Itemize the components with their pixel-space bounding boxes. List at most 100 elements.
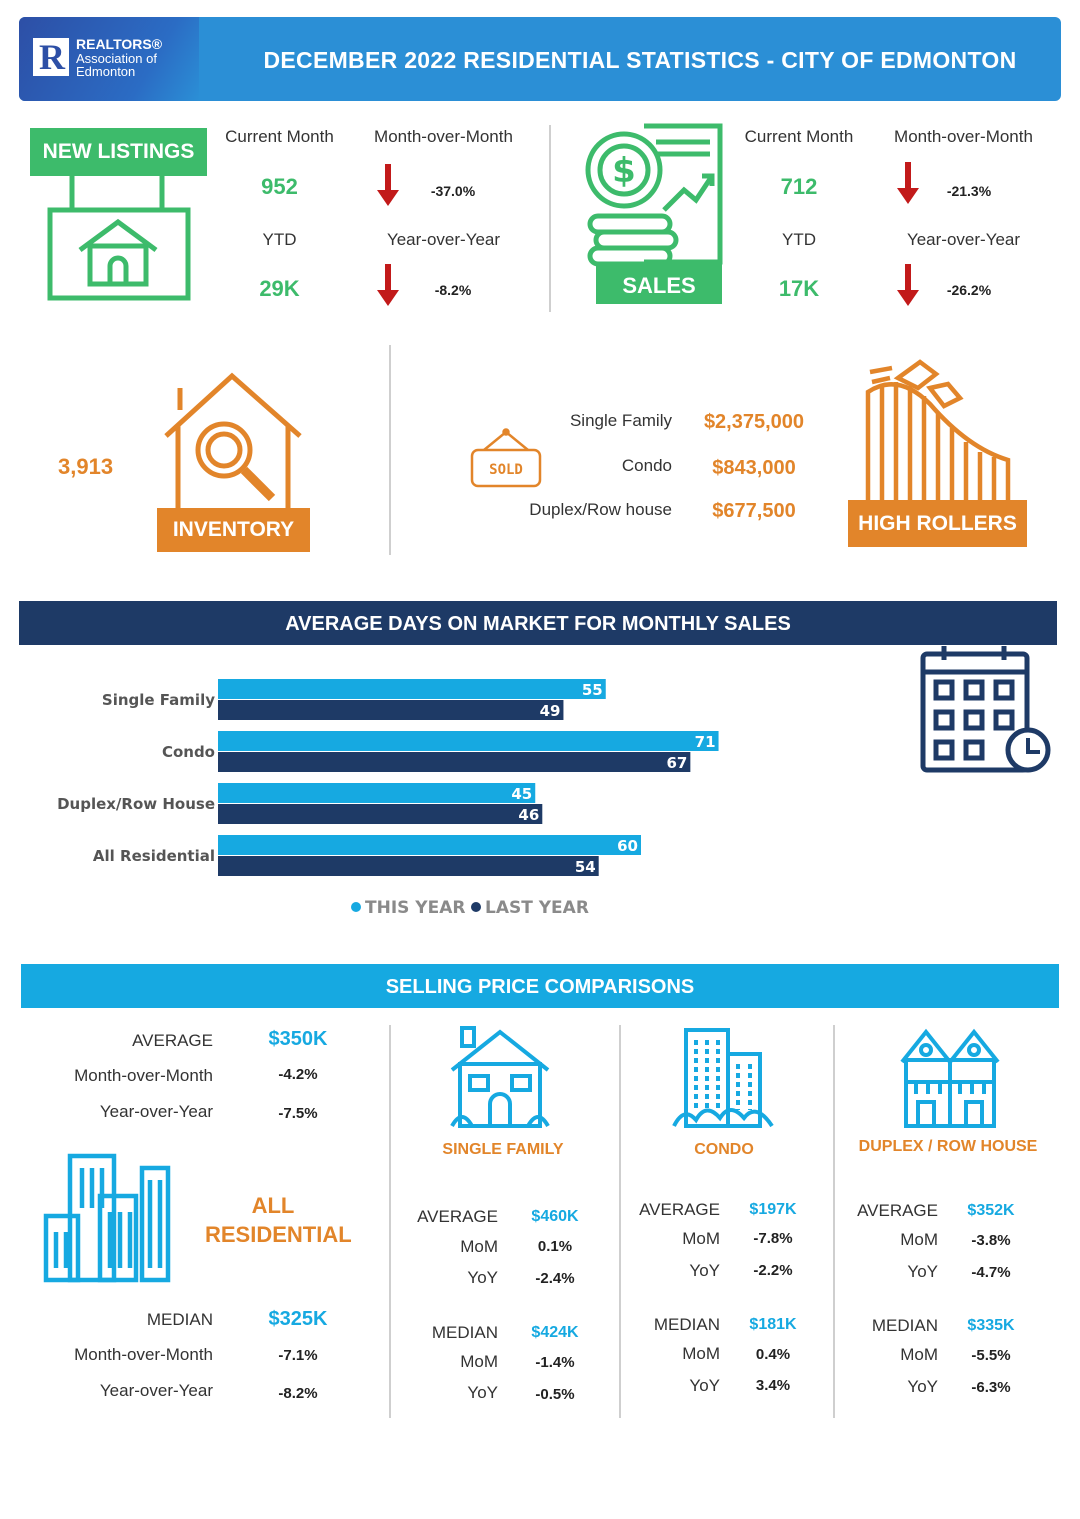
days-on-market-title: AVERAGE DAYS ON MARKET FOR MONTHLY SALES xyxy=(19,601,1057,645)
hr-price-1: $843,000 xyxy=(712,457,796,479)
ar-med-mom-label: Month-over-Month xyxy=(74,1345,213,1364)
single-family-label: SINGLE FAMILY xyxy=(442,1141,564,1158)
condo-median-label: MEDIAN xyxy=(653,1315,720,1334)
duplex-med-mom-value: -5.5% xyxy=(971,1347,1011,1364)
ar-avg-yoy-label: Year-over-Year xyxy=(99,1102,213,1121)
sf-avg-yoy-label: YoY xyxy=(467,1268,498,1287)
duplex-med-yoy-value: -6.3% xyxy=(971,1379,1011,1396)
legend-marker xyxy=(351,902,361,912)
svg-text:$: $ xyxy=(612,151,636,191)
sold-sign-text: SOLD xyxy=(489,462,523,478)
sf-median-value: $424K xyxy=(531,1324,579,1341)
condo-label: CONDO xyxy=(694,1141,754,1158)
bar-value-label: 46 xyxy=(518,806,539,824)
condo-avg-yoy-label: YoY xyxy=(689,1261,720,1280)
bar-value-label: 67 xyxy=(666,754,687,772)
sold-sign-icon xyxy=(470,428,542,488)
down-arrow-icon xyxy=(897,264,919,306)
condo-avg-mom-label: MoM xyxy=(682,1229,720,1248)
ar-label-line1: ALL xyxy=(251,1193,295,1218)
condo-tower-icon xyxy=(672,1028,774,1128)
inventory-label: INVENTORY xyxy=(157,508,310,552)
bar-this-year xyxy=(218,783,536,803)
duplex-avg-mom-label: MoM xyxy=(900,1230,938,1249)
divider xyxy=(619,1025,621,1418)
city-buildings-icon xyxy=(43,1153,171,1283)
new-listings-sign-icon xyxy=(30,128,207,301)
nl-ytd-value: 29K xyxy=(259,276,300,301)
sf-med-mom-label: MoM xyxy=(460,1352,498,1371)
logo-line2: Association of xyxy=(76,51,157,66)
duplex-label: DUPLEX / ROW HOUSE xyxy=(858,1138,1038,1155)
nl-current-month-value: 952 xyxy=(261,174,298,199)
ar-avg-mom-value: -4.2% xyxy=(278,1066,318,1083)
ar-med-yoy-value: -8.2% xyxy=(278,1385,318,1402)
bar-last-year xyxy=(218,804,543,824)
condo-avg-mom-value: -7.8% xyxy=(753,1230,793,1247)
duplex-average-value: $352K xyxy=(967,1202,1015,1219)
legend-label: THIS YEAR xyxy=(365,898,465,918)
duplex-median-label: MEDIAN xyxy=(871,1316,938,1335)
divider xyxy=(833,1025,835,1418)
logo-line3: Edmonton xyxy=(76,64,136,79)
sf-avg-yoy-value: -2.4% xyxy=(535,1270,575,1287)
roller-coaster-icon xyxy=(865,359,1011,500)
sales-yoy-value: -26.2% xyxy=(946,282,992,298)
calendar-clock-icon xyxy=(920,646,1051,773)
legend-marker xyxy=(471,902,481,912)
duplex-avg-yoy-value: -4.7% xyxy=(971,1264,1011,1281)
ar-median-value: $325K xyxy=(268,1308,328,1330)
ar-med-yoy-label: Year-over-Year xyxy=(99,1381,213,1400)
nl-yoy-label: Year-over-Year xyxy=(386,230,501,249)
down-arrow-icon xyxy=(377,164,399,206)
bar-value-label: 55 xyxy=(582,681,603,699)
duplex-med-mom-label: MoM xyxy=(900,1345,938,1364)
category-label: Single Family xyxy=(102,691,215,709)
nl-mom-value: -37.0% xyxy=(430,183,476,199)
category-label: Condo xyxy=(162,743,215,761)
hr-price-2: $677,500 xyxy=(712,500,796,522)
hr-type-0: Single Family xyxy=(569,411,672,430)
hr-price-0: $2,375,000 xyxy=(703,411,805,433)
sf-med-yoy-value: -0.5% xyxy=(535,1386,575,1403)
condo-average-label: AVERAGE xyxy=(639,1200,720,1219)
bar-value-label: 54 xyxy=(575,858,596,876)
realtors-logo-icon: R xyxy=(33,38,69,76)
ar-label-line2: RESIDENTIAL xyxy=(205,1222,352,1247)
condo-average-value: $197K xyxy=(749,1201,797,1218)
duplex-med-yoy-label: YoY xyxy=(907,1377,938,1396)
sales-yoy-label: Year-over-Year xyxy=(906,230,1021,249)
sf-average-label: AVERAGE xyxy=(417,1207,498,1226)
condo-med-yoy-label: YoY xyxy=(689,1376,720,1395)
sales-mom-label: Month-over-Month xyxy=(894,127,1033,146)
sales-label: SALES xyxy=(622,273,696,298)
sf-average-value: $460K xyxy=(531,1208,579,1225)
bar-last-year xyxy=(218,700,564,720)
inventory-value: 3,913 xyxy=(58,454,114,479)
sf-avg-mom-value: 0.1% xyxy=(537,1238,573,1255)
bar-this-year xyxy=(218,731,719,751)
bar-value-label: 49 xyxy=(540,702,561,720)
category-label: All Residential xyxy=(93,847,215,865)
sf-med-yoy-label: YoY xyxy=(467,1383,498,1402)
nl-yoy-value: -8.2% xyxy=(434,282,472,298)
condo-median-value: $181K xyxy=(749,1316,797,1333)
bar-this-year xyxy=(218,835,641,855)
sf-median-label: MEDIAN xyxy=(431,1323,498,1342)
divider xyxy=(549,125,551,312)
duplex-avg-yoy-label: YoY xyxy=(907,1262,938,1281)
hr-type-2: Duplex/Row house xyxy=(529,500,672,519)
down-arrow-icon xyxy=(897,162,919,204)
condo-med-mom-value: 0.4% xyxy=(755,1346,791,1363)
bar-value-label: 45 xyxy=(511,785,532,803)
sales-current-month-label: Current Month xyxy=(744,127,854,146)
sales-money-icon: $ xyxy=(585,123,723,304)
condo-avg-yoy-value: -2.2% xyxy=(753,1262,793,1279)
ar-average-label: AVERAGE xyxy=(132,1031,213,1050)
sales-ytd-value: 17K xyxy=(778,276,820,301)
new-listings-label: NEW LISTINGS xyxy=(42,140,195,163)
logo-line1: REALTORS® xyxy=(76,36,163,52)
category-label: Duplex/Row House xyxy=(57,795,215,813)
sales-current-month-value: 712 xyxy=(780,174,818,199)
divider xyxy=(389,1025,391,1418)
